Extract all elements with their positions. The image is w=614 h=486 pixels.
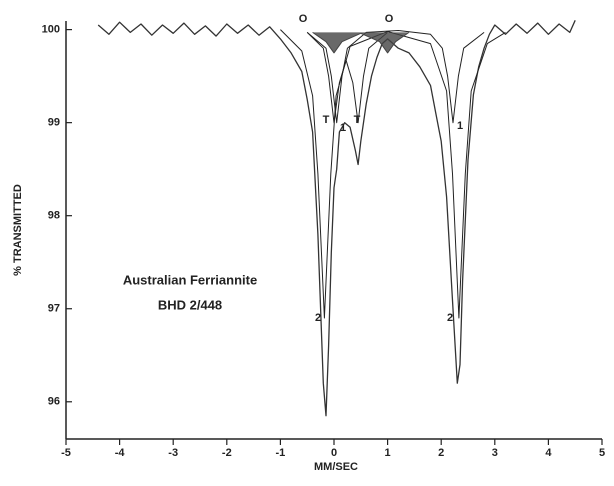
x-tick-label: 4 <box>545 447 552 459</box>
fit-component <box>306 32 388 124</box>
y-tick-label: 100 <box>42 24 60 36</box>
fit-component-fill <box>312 32 409 53</box>
peak-label: 2 <box>447 312 453 324</box>
y-axis-label: % TRANSMITTED <box>12 184 24 276</box>
peak-label: O <box>299 13 308 25</box>
annotation: Australian Ferriannite <box>123 272 257 287</box>
x-tick-label: -1 <box>276 447 286 459</box>
x-tick-label: 2 <box>438 447 444 459</box>
fit-component <box>306 30 485 124</box>
x-tick-label: 5 <box>599 447 605 459</box>
x-tick-label: 3 <box>492 447 498 459</box>
x-tick-label: 0 <box>331 447 337 459</box>
annotation: BHD 2/448 <box>158 297 222 312</box>
peak-label: 1 <box>340 122 346 134</box>
peak-label: T <box>323 114 330 126</box>
x-tick-label: -4 <box>115 447 126 459</box>
x-tick-label: -5 <box>61 447 71 459</box>
x-tick-label: -2 <box>222 447 232 459</box>
x-axis-label: MM/SEC <box>314 461 358 473</box>
peak-label: 1 <box>457 120 463 132</box>
y-tick-label: 98 <box>48 210 60 222</box>
peak-label: 2 <box>315 312 321 324</box>
peak-label: T <box>354 114 361 126</box>
y-tick-label: 97 <box>48 303 60 315</box>
spectrum <box>97 20 576 417</box>
y-tick-label: 96 <box>48 396 60 408</box>
y-tick-label: 99 <box>48 117 60 129</box>
x-tick-label: 1 <box>385 447 391 459</box>
x-tick-label: -3 <box>168 447 178 459</box>
peak-label: O <box>385 13 394 25</box>
fit-component <box>312 31 410 54</box>
